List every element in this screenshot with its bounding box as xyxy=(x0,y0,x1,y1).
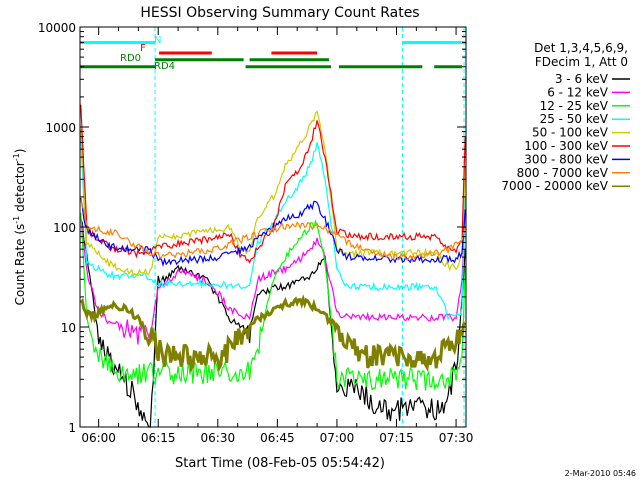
legend: Det 1,3,4,5,6,9, FDecim 1, Att 0 3 - 6 k… xyxy=(501,41,630,193)
y-tick-label-2: 100 xyxy=(53,221,76,235)
annotation-n: N xyxy=(154,35,161,46)
legend-header-line-1: Det 1,3,4,5,6,9, xyxy=(534,41,628,55)
series-line-3 xyxy=(80,138,466,321)
series-line-4 xyxy=(80,110,466,277)
legend-label-2: 12 - 25 keV xyxy=(540,99,609,113)
series-line-2 xyxy=(80,212,466,391)
annotation-rd4: RD4 xyxy=(154,61,175,72)
series-line-5 xyxy=(80,104,466,264)
y-tick-label-0: 1 xyxy=(68,421,76,435)
x-tick-label-4: 07:00 xyxy=(320,431,355,445)
x-axis-label: Start Time (08-Feb-05 05:54:42) xyxy=(175,456,385,471)
legend-label-6: 300 - 800 keV xyxy=(524,152,608,166)
x-tick-label-0: 06:00 xyxy=(81,431,116,445)
legend-label-8: 7000 - 20000 keV xyxy=(501,179,608,193)
chart-title: HESSI Observing Summary Count Rates xyxy=(140,5,419,21)
flag-bars xyxy=(80,40,466,69)
legend-label-1: 6 - 12 keV xyxy=(547,85,609,99)
x-tick-label-6: 07:30 xyxy=(439,431,474,445)
series-line-8 xyxy=(79,294,467,373)
legend-header-line-2: FDecim 1, Att 0 xyxy=(535,55,628,69)
y-tick-label-3: 1000 xyxy=(45,121,76,135)
footer-date: 2-Mar-2010 05:46 xyxy=(565,469,636,478)
series-lines xyxy=(79,104,467,428)
legend-label-7: 800 - 7000 keV xyxy=(517,166,609,180)
x-tick-label-3: 06:45 xyxy=(260,431,295,445)
y-ticks: 1 10 100 1000 10000 xyxy=(38,21,466,435)
annotation-rd0: RD0 xyxy=(120,53,141,64)
legend-label-3: 25 - 50 keV xyxy=(540,112,609,126)
legend-label-0: 3 - 6 keV xyxy=(555,72,609,86)
x-tick-label-5: 07:15 xyxy=(379,431,414,445)
y-axis-label: Count Rate (s-1 detector-1) xyxy=(12,149,27,306)
y-tick-label-4: 10000 xyxy=(38,21,76,35)
annotation-f: F xyxy=(140,43,146,54)
x-tick-label-1: 06:15 xyxy=(141,431,176,445)
x-ticks: 06:00 06:15 06:30 06:45 07:00 07:15 07:30 xyxy=(81,27,473,445)
y-tick-label-1: 10 xyxy=(61,321,76,335)
x-tick-label-2: 06:30 xyxy=(201,431,236,445)
series-line-7 xyxy=(80,199,466,261)
legend-label-4: 50 - 100 keV xyxy=(532,126,609,140)
legend-label-5: 100 - 300 keV xyxy=(524,139,608,153)
